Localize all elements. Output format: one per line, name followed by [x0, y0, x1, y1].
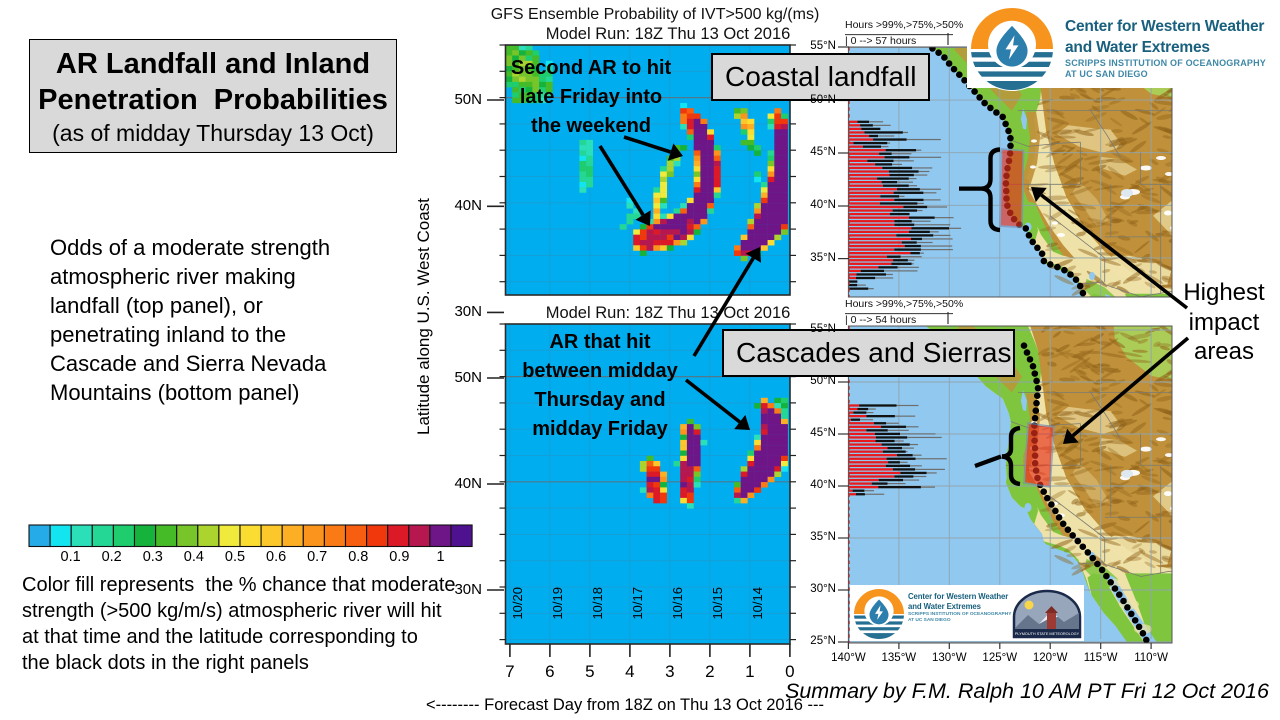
- svg-text:PLYMOUTH STATE METEOROLOGY: PLYMOUTH STATE METEOROLOGY: [1015, 632, 1080, 636]
